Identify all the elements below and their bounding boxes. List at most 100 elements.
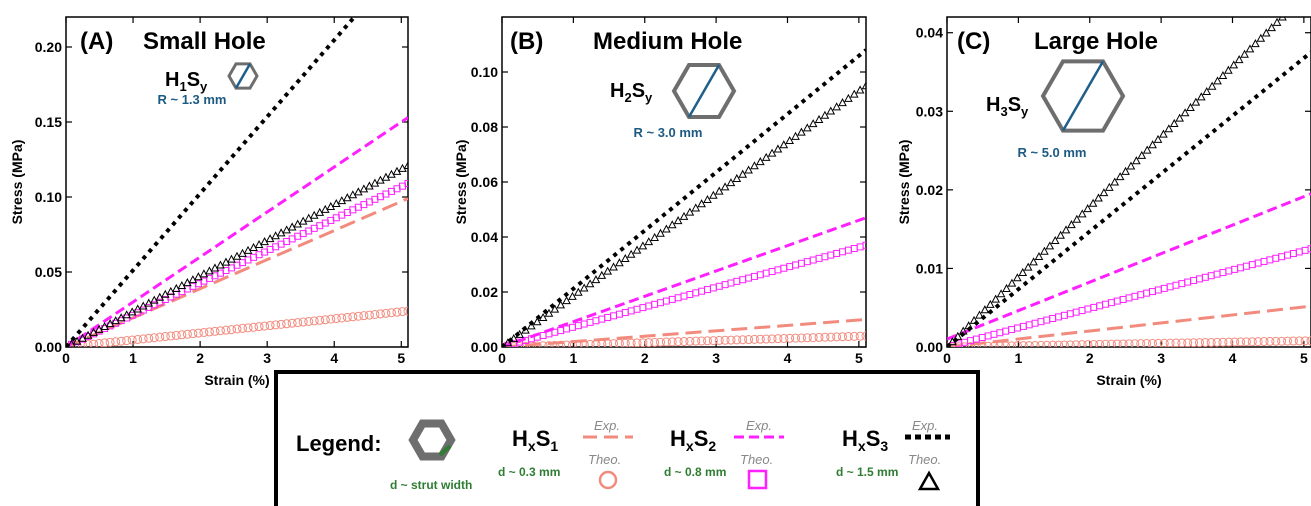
data-point-circle — [353, 311, 363, 321]
data-point-circle — [210, 326, 220, 336]
data-point-triangle — [802, 123, 812, 132]
data-point-circle — [1077, 340, 1087, 347]
data-point-square — [1102, 300, 1110, 308]
data-point-circle — [738, 335, 748, 345]
data-point-square — [1301, 246, 1309, 254]
data-point-circle — [814, 332, 824, 342]
series-group — [947, 17, 1311, 347]
data-point-triangle — [779, 140, 789, 149]
data-point-triangle — [403, 160, 408, 169]
data-point-triangle — [609, 262, 618, 271]
data-point-circle — [155, 332, 165, 342]
data-point-square — [990, 330, 998, 338]
data-point-square — [404, 180, 408, 187]
data-point-square — [1166, 283, 1174, 291]
plot-frame — [501, 16, 867, 348]
data-point-circle — [550, 340, 560, 347]
data-point-circle — [603, 339, 613, 347]
plot-frame — [946, 16, 1311, 348]
data-point-circle — [609, 339, 619, 347]
data-point-square — [1019, 322, 1027, 330]
data-point-triangle — [1083, 204, 1093, 213]
data-point-circle — [556, 340, 566, 347]
data-point-triangle — [1261, 28, 1271, 37]
data-point-triangle — [1272, 17, 1282, 26]
data-point-square — [1090, 303, 1098, 311]
inset-label-s: S — [1008, 94, 1021, 116]
data-point-circle — [1089, 339, 1099, 347]
panel-label: (A) — [80, 28, 113, 55]
hexagon-hole-icon — [1040, 59, 1126, 133]
data-point-square — [715, 282, 723, 290]
data-point-triangle — [1159, 129, 1168, 138]
data-point-circle — [808, 333, 818, 343]
data-point-circle — [105, 337, 115, 347]
data-point-square — [539, 332, 547, 340]
data-point-circle — [166, 331, 176, 341]
data-point-square — [1049, 314, 1057, 322]
data-point-square — [610, 312, 618, 320]
data-point-triangle — [638, 241, 648, 250]
data-point-square — [815, 254, 823, 262]
data-point-square — [680, 292, 688, 300]
legend-theo-label: Theo. — [740, 452, 773, 467]
inset-label-s: S — [187, 69, 200, 91]
radius-label: R ~ 1.3 mm — [157, 92, 226, 107]
radius-line — [234, 63, 252, 89]
data-point-triangle — [1180, 108, 1190, 117]
data-point-square — [1184, 278, 1192, 286]
legend-box: Legend: d ~ strut width HxS1 d ~ 0.3 mm … — [274, 370, 980, 506]
legend-exp-label: Exp. — [912, 418, 938, 433]
chart-panel-3: 0 1 2 3 4 5 0.00 0.01 0.02 0.03 0.04 Strain (%) Stre… — [896, 16, 1311, 388]
x-tick-label: 1 — [569, 350, 577, 366]
data-point-circle — [1024, 341, 1034, 347]
data-point-triangle — [1234, 55, 1244, 64]
x-tick-label: 3 — [712, 350, 720, 366]
data-point-triangle — [744, 165, 753, 174]
data-point-circle — [342, 312, 352, 322]
data-point-triangle — [1126, 161, 1136, 170]
data-point-triangle — [1278, 17, 1287, 21]
data-point-square — [568, 323, 576, 331]
data-point-circle — [691, 336, 701, 346]
inset-label-h: H — [986, 94, 1000, 116]
x-tick-label: 3 — [1157, 350, 1165, 366]
data-point-triangle — [579, 283, 589, 292]
data-point-square — [727, 279, 735, 287]
data-point-circle — [243, 323, 253, 333]
data-point-square — [972, 335, 980, 343]
data-point-triangle — [755, 157, 765, 166]
legend-title: Legend: — [296, 431, 382, 456]
data-point-triangle — [527, 321, 536, 330]
y-tick-label: 0.10 — [471, 64, 498, 80]
data-point-circle — [1018, 341, 1028, 347]
data-point-circle — [614, 338, 624, 347]
data-point-circle — [171, 330, 181, 340]
legend-exp-label: Exp. — [746, 418, 772, 433]
data-point-circle — [116, 336, 126, 346]
data-point-triangle — [597, 270, 607, 279]
data-point-circle — [1294, 336, 1304, 346]
data-point-triangle — [1218, 70, 1228, 80]
radius-label: R ~ 5.0 mm — [1017, 145, 1086, 160]
data-point-circle — [644, 338, 654, 347]
x-tick-label: 3 — [263, 350, 271, 366]
data-point-square — [803, 258, 811, 266]
data-point-triangle — [503, 338, 513, 347]
data-point-triangle — [750, 161, 759, 170]
data-point-circle — [585, 339, 595, 347]
data-point-circle — [538, 341, 548, 347]
inset-label: H2Sy — [610, 80, 653, 105]
data-point-circle — [133, 334, 143, 344]
data-point-circle — [1236, 337, 1246, 347]
data-point-square — [1072, 308, 1080, 316]
data-point-circle — [1183, 338, 1193, 347]
data-point-triangle — [650, 232, 659, 241]
data-point-square — [745, 274, 753, 282]
data-point-square — [821, 253, 829, 261]
data-point-square — [1137, 291, 1145, 299]
data-point-circle — [100, 338, 110, 347]
data-point-square — [1119, 295, 1127, 303]
